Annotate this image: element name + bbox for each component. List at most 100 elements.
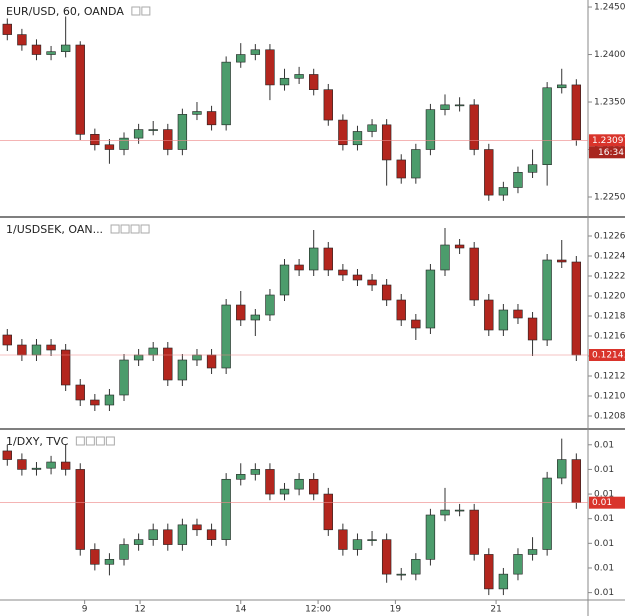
pane-title: 1/USDSEK, OAN... — [6, 223, 103, 236]
candle-body — [90, 399, 100, 406]
candle-body — [309, 478, 319, 495]
candle-body — [206, 111, 217, 126]
y-tick-label: 0.01 — [594, 514, 614, 524]
candle-body — [192, 354, 202, 361]
candle-body — [279, 264, 290, 296]
candle-body — [513, 172, 523, 188]
y-tick-label: 0.01 — [594, 563, 614, 573]
pane-button[interactable] — [95, 436, 105, 446]
candle-body — [469, 247, 479, 301]
candle-body — [221, 304, 231, 369]
candle-body — [46, 461, 56, 469]
candle-body — [323, 89, 333, 121]
candle-body — [396, 159, 406, 179]
candle-body — [177, 359, 188, 381]
candle-body — [31, 467, 42, 470]
countdown-tag — [589, 146, 625, 159]
candle-body — [163, 129, 173, 150]
candle-body — [498, 309, 509, 331]
pane-button[interactable] — [141, 6, 151, 16]
candle-body — [367, 279, 377, 286]
candle-body — [323, 493, 333, 531]
x-tick-label: 9 — [82, 605, 88, 615]
pane-button[interactable] — [131, 6, 141, 16]
candle-body — [294, 478, 304, 490]
candle-body — [513, 309, 523, 319]
candle-body — [294, 74, 304, 79]
candle-body — [367, 124, 377, 132]
pane-button[interactable] — [130, 224, 140, 234]
candle-body — [236, 54, 246, 63]
candle-body — [527, 317, 538, 341]
pane-button[interactable] — [105, 436, 115, 446]
candle-body — [557, 459, 567, 479]
candle-body — [236, 474, 246, 480]
x-tick-label: 19 — [390, 605, 402, 615]
last-price-tag — [589, 349, 625, 361]
candle-body — [557, 84, 567, 89]
y-tick-label: 0.01 — [594, 539, 614, 549]
candle-body — [177, 524, 188, 545]
candle-body — [527, 164, 538, 173]
candle-body — [542, 87, 552, 166]
candle-body — [133, 354, 144, 361]
candle-body — [46, 51, 56, 55]
pane-button[interactable] — [85, 436, 95, 446]
pane-button[interactable] — [75, 436, 85, 446]
x-tick-label: 12:00 — [305, 605, 331, 615]
candle-body — [440, 104, 450, 110]
candle-body — [542, 477, 552, 550]
candle-body — [163, 347, 173, 381]
candle-body — [265, 469, 275, 495]
candle-body — [469, 104, 479, 150]
candle-body — [527, 549, 538, 555]
x-tick-label: 21 — [490, 605, 501, 615]
candle-body — [148, 529, 158, 540]
candle-body — [60, 461, 71, 470]
candle-body — [440, 244, 450, 271]
candle-body — [250, 314, 261, 321]
candle-body — [31, 344, 42, 356]
pane-button[interactable] — [140, 224, 150, 234]
candle-body — [75, 44, 85, 135]
candle-body — [571, 459, 582, 503]
candle-body — [411, 149, 421, 179]
candle-body — [411, 559, 421, 575]
candle-body — [279, 488, 290, 495]
candle-body — [381, 124, 392, 161]
candle-body — [454, 244, 465, 249]
y-tick-label: 0.01 — [594, 440, 614, 450]
pane-button[interactable] — [120, 224, 130, 234]
pane-title: EUR/USD, 60, OANDA — [6, 5, 124, 18]
candle-body — [571, 261, 582, 356]
candle-body — [309, 74, 319, 90]
candle-body — [469, 509, 479, 555]
candle-body — [17, 344, 27, 356]
candle-body — [177, 114, 188, 150]
candle-body — [75, 384, 85, 401]
candle-body — [323, 247, 333, 271]
candle-body — [367, 539, 377, 541]
pane-button[interactable] — [110, 224, 120, 234]
x-tick-label: 14 — [235, 605, 247, 615]
last-price-label: 1.23097 — [592, 136, 625, 146]
y-tick-label: 0.01 — [594, 490, 614, 500]
candle-body — [148, 347, 158, 356]
candle-body — [250, 469, 261, 475]
y-tick-label: 1.24500 — [594, 3, 625, 13]
candle-body — [104, 144, 115, 150]
candle-body — [265, 49, 275, 86]
last-price-label: 0.01 — [592, 498, 612, 508]
candle-body — [206, 529, 217, 540]
candle-body — [381, 539, 392, 575]
candle-body — [250, 49, 261, 55]
candle-body — [396, 573, 406, 576]
